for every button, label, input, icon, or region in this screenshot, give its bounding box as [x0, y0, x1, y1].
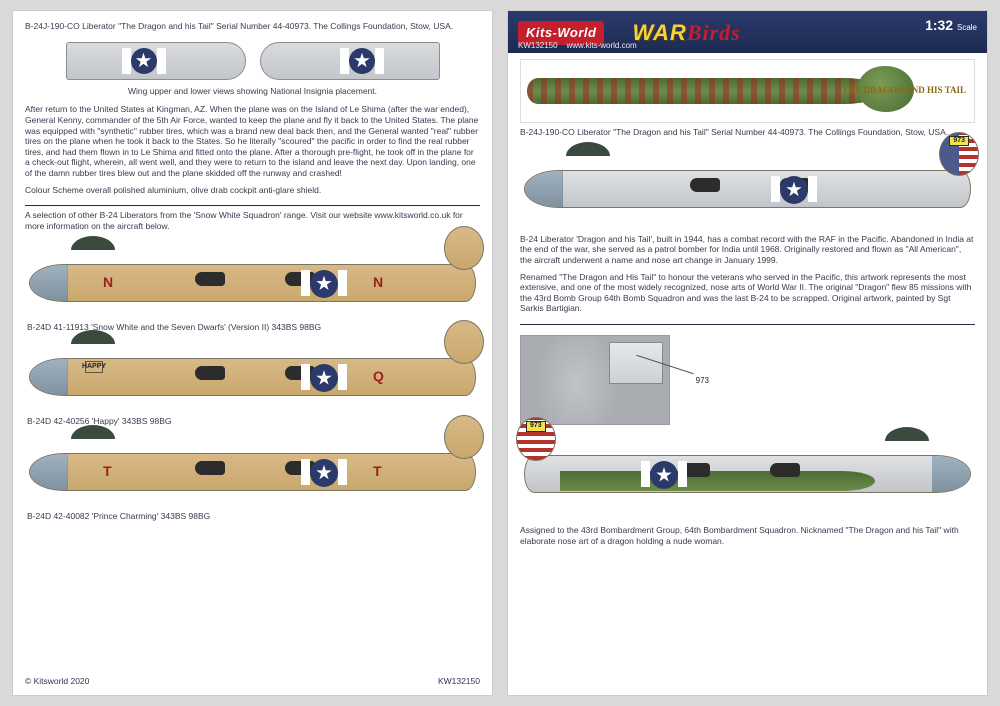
fuselage	[29, 264, 476, 302]
star-icon	[316, 276, 332, 292]
star-icon	[316, 370, 332, 386]
aircraft-profile: T T	[25, 433, 480, 509]
wing-lower	[260, 42, 440, 80]
banner-sku: KW132150	[518, 41, 558, 50]
nose-glazing	[932, 456, 971, 493]
engine-nacelle	[195, 366, 225, 380]
us-roundel	[349, 48, 375, 74]
wing-caption: Wing upper and lower views showing Natio…	[25, 86, 480, 97]
us-roundel	[131, 48, 157, 74]
nose-glazing	[29, 454, 68, 491]
nose-glazing	[29, 265, 68, 302]
banner-url: www.kits-world.com	[566, 41, 636, 50]
engine-nacelle	[770, 463, 800, 477]
header-banner: Kits-World WARBirds 1:32 Scale KW132150 …	[508, 11, 987, 53]
star-icon	[316, 465, 332, 481]
noseart-title: THE DRAGON AND HIS TAIL	[842, 86, 966, 95]
aircraft-profile-starboard: 973	[520, 435, 975, 519]
scheme-note: Colour Scheme overall polished aluminium…	[25, 185, 480, 196]
aircraft-profile: N N	[25, 244, 480, 320]
star-icon	[354, 53, 370, 69]
tail-fin	[444, 226, 484, 270]
aircraft-label: B-24D 42-40082 'Prince Charming' 343BS 9…	[27, 511, 480, 522]
engine-nacelle	[195, 461, 225, 475]
page-footer: © Kitsworld 2020 KW132150	[25, 676, 480, 687]
fuselage	[29, 453, 476, 491]
detail-inset	[609, 342, 663, 384]
fuselage-roundel	[780, 176, 808, 204]
engine-nacelle	[690, 178, 720, 192]
header-caption: B-24J-190-CO Liberator "The Dragon and h…	[25, 21, 480, 32]
nose-glazing	[524, 171, 563, 208]
title-birds: Birds	[687, 20, 741, 45]
range-note: A selection of other B-24 Liberators fro…	[25, 210, 480, 231]
history-paragraph: After return to the United States at Kin…	[25, 104, 480, 178]
code-letter: T	[373, 463, 382, 481]
history-right-1: B-24 Liberator 'Dragon and his Tail', bu…	[520, 234, 975, 266]
nose-glazing	[29, 359, 68, 396]
dragon-noseart: THE DRAGON AND HIS TAIL	[520, 59, 975, 123]
scale-word: Scale	[957, 23, 977, 32]
cockpit-canopy	[71, 425, 115, 439]
fuselage-roundel	[310, 364, 338, 392]
cockpit-canopy	[71, 330, 115, 344]
star-icon	[136, 53, 152, 69]
copyright: © Kitsworld 2020	[25, 676, 89, 687]
tail-number: 973	[526, 421, 546, 432]
code-letter: Q	[373, 368, 384, 386]
code-letter: N	[373, 274, 383, 292]
cockpit-canopy	[566, 142, 610, 156]
detail-callout: 973	[520, 335, 670, 425]
title-war: WAR	[632, 20, 686, 45]
right-page: Kits-World WARBirds 1:32 Scale KW132150 …	[507, 10, 988, 696]
fuselage-dragon-art	[560, 471, 875, 491]
wing-plan-view	[25, 42, 480, 80]
aircraft-profile: HAPPY Q	[25, 338, 480, 414]
cockpit-canopy	[885, 427, 929, 441]
detail-section: 973	[520, 335, 975, 425]
fuselage-roundel	[650, 461, 678, 489]
bottom-caption: Assigned to the 43rd Bombardment Group, …	[520, 525, 975, 546]
divider	[520, 324, 975, 325]
pointer-label: 973	[696, 376, 709, 386]
scale-label: 1:32 Scale	[925, 17, 977, 35]
wing-upper	[66, 42, 246, 80]
dragon-scales	[527, 78, 882, 104]
fuselage	[524, 170, 971, 208]
star-icon	[656, 467, 672, 483]
code-letter: T	[103, 463, 112, 481]
engine-nacelle	[195, 272, 225, 286]
nose-name: HAPPY	[85, 361, 103, 373]
scale-value: 1:32	[925, 17, 953, 33]
history-right-2: Renamed "The Dragon and His Tail" to hon…	[520, 272, 975, 315]
code-letter: N	[103, 274, 113, 292]
tail-fin	[444, 415, 484, 459]
fuselage-roundel	[310, 270, 338, 298]
tail-number: 973	[949, 136, 969, 147]
aircraft-profile-silver: 973	[520, 150, 975, 234]
star-icon	[786, 182, 802, 198]
dragon-body	[527, 78, 882, 104]
fuselage-roundel	[310, 459, 338, 487]
sku: KW132150	[438, 676, 480, 687]
tail-fin	[444, 320, 484, 364]
dragon-caption: B-24J-190-CO Liberator "The Dragon and h…	[520, 127, 975, 138]
divider	[25, 205, 480, 206]
warbirds-title: WARBirds	[632, 19, 740, 47]
banner-subhead: KW132150 www.kits-world.com	[518, 41, 637, 51]
cockpit-canopy	[71, 236, 115, 250]
left-page: B-24J-190-CO Liberator "The Dragon and h…	[12, 10, 493, 696]
